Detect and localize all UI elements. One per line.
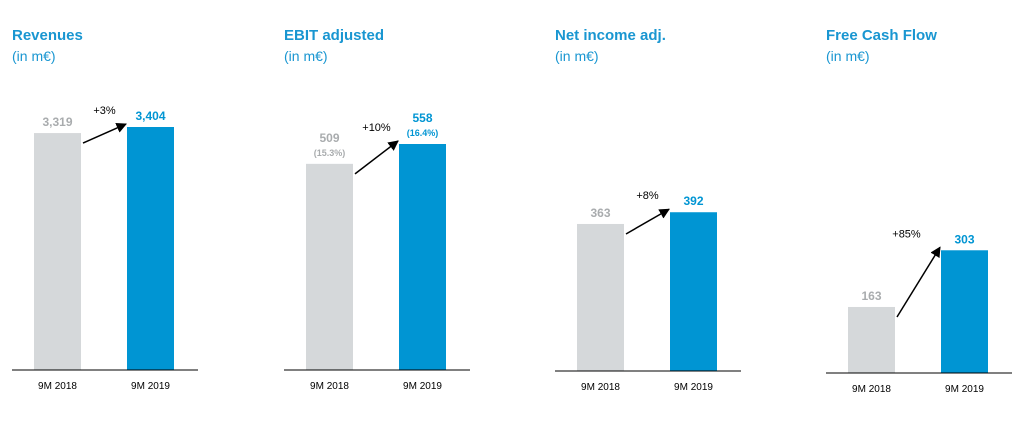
- bar-value-label: 163: [861, 289, 881, 303]
- bar-value-label: 3,319: [42, 115, 72, 129]
- bar-value-label: 363: [590, 206, 610, 220]
- growth-label: +10%: [362, 122, 391, 134]
- x-tick-label: 9M 2019: [131, 381, 170, 392]
- chart-title: EBIT adjusted: [284, 27, 385, 44]
- x-tick-label: 9M 2018: [38, 381, 77, 392]
- growth-label: +3%: [93, 105, 116, 117]
- bar-2019: [399, 144, 446, 370]
- x-tick-label: 9M 2018: [581, 382, 620, 393]
- chart-title: Free Cash Flow: [826, 27, 937, 44]
- growth-arrow: [625, 208, 670, 235]
- chart-net-income-adj: Net income adj. (in m€) 363 9M 2018 392 9M …: [555, 0, 745, 423]
- x-tick-label: 9M 2019: [403, 381, 442, 392]
- bar-2018: [577, 223, 624, 371]
- bar-value-label: 558: [412, 111, 432, 125]
- bar-2019: [941, 250, 988, 373]
- growth-label: +85%: [892, 228, 921, 240]
- x-tick-label: 9M 2018: [310, 381, 349, 392]
- chart-unit: (in m€): [284, 48, 328, 64]
- bar-value-label: 303: [954, 232, 974, 246]
- bar-2018: [306, 163, 353, 370]
- chart-ebit-adjusted: EBIT adjusted (in m€) 509 (15.3%) 9M 2018 5…: [284, 0, 474, 423]
- growth-arrow: [354, 140, 399, 175]
- x-tick-label: 9M 2019: [945, 384, 984, 395]
- chart-title: Net income adj.: [555, 27, 666, 44]
- bar-value-label: 3,404: [135, 109, 165, 123]
- bar-margin-label: (16.4%): [407, 128, 439, 138]
- bar-value-label: 392: [683, 194, 703, 208]
- bar-2018: [848, 306, 895, 373]
- bar-margin-label: (15.3%): [314, 148, 346, 158]
- chart-title: Revenues: [12, 27, 83, 44]
- chart-free-cash-flow: Free Cash Flow (in m€) 163 9M 2018 303 9M 2…: [826, 0, 1016, 423]
- chart-unit: (in m€): [826, 48, 870, 64]
- growth-arrow: [896, 246, 941, 318]
- chart-plot: 363 9M 2018 392 9M 2019 +8%: [555, 190, 741, 393]
- x-tick-label: 9M 2019: [674, 382, 713, 393]
- growth-arrow: [82, 123, 127, 144]
- chart-unit: (in m€): [12, 48, 56, 64]
- chart-plot: 3,319 9M 2018 3,404 9M 2019 +3%: [12, 105, 198, 392]
- bar-2019: [670, 212, 717, 371]
- bar-2018: [34, 133, 81, 370]
- chart-revenues: Revenues (in m€) 3,319 9M 2018 3,404 9M 201…: [12, 0, 202, 423]
- x-tick-label: 9M 2018: [852, 384, 891, 395]
- bar-value-label: 509: [319, 131, 339, 145]
- chart-unit: (in m€): [555, 48, 599, 64]
- bar-2019: [127, 127, 174, 370]
- growth-label: +8%: [636, 190, 659, 202]
- chart-plot: 163 9M 2018 303 9M 2019 +85%: [826, 228, 1012, 395]
- chart-plot: 509 (15.3%) 9M 2018 558 (16.4%) 9M 2019 +10%: [284, 111, 470, 392]
